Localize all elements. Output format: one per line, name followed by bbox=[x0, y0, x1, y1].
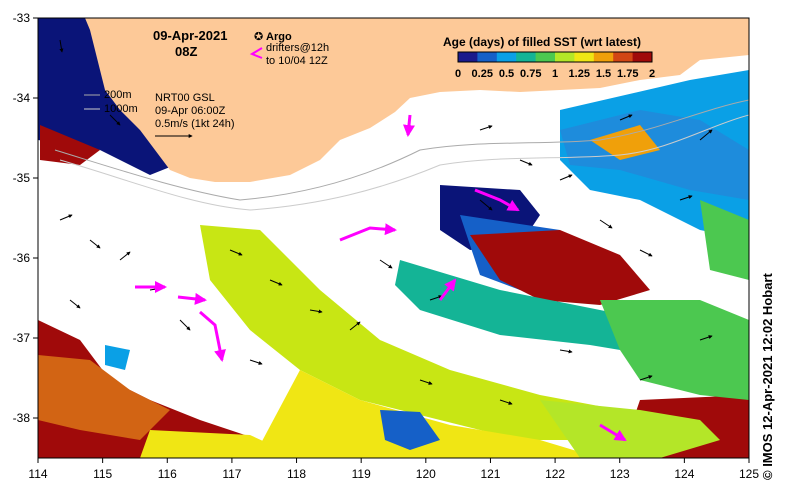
map-frame bbox=[37, 17, 750, 459]
drifter-tracks bbox=[135, 114, 627, 442]
depth-200-label: 200m bbox=[104, 89, 132, 101]
red-patch-center bbox=[470, 230, 650, 305]
green-band bbox=[600, 300, 749, 400]
vector-scale-label: 0.5m/s (1kt 24h) bbox=[155, 118, 234, 130]
map-area bbox=[38, 18, 749, 458]
scale-swatch bbox=[516, 52, 537, 62]
x-tick-label: 119 bbox=[352, 467, 371, 481]
x-tick-label: 123 bbox=[610, 467, 630, 481]
x-tick-label: 124 bbox=[674, 467, 694, 481]
scale-swatch bbox=[535, 52, 556, 62]
map-time: 08Z bbox=[175, 44, 197, 59]
y-axis-ticks: -33 -34 -35 -36 -37 -38 bbox=[13, 11, 38, 425]
scale-title: Age (days) of filled SST (wrt latest) bbox=[443, 35, 641, 49]
scale-tick-label: 1 bbox=[552, 68, 558, 80]
argo-label: Argo bbox=[266, 31, 292, 43]
x-tick-label: 116 bbox=[158, 467, 177, 481]
scale-swatch bbox=[458, 52, 478, 62]
drifters-line-1: drifters@12h bbox=[266, 42, 329, 54]
y-tick-label: -33 bbox=[13, 11, 31, 25]
depth-1000-label: 1000m bbox=[104, 103, 138, 115]
y-tick-label: -37 bbox=[13, 331, 31, 345]
x-tick-label: 117 bbox=[222, 467, 241, 481]
lime-band-e bbox=[540, 400, 720, 458]
contour-1000 bbox=[59, 114, 749, 211]
contour-200 bbox=[54, 99, 749, 201]
scale-tick-label: 1.75 bbox=[617, 68, 638, 80]
scale-swatch bbox=[593, 52, 614, 62]
scale-tick-label: 0.75 bbox=[520, 68, 541, 80]
scale-swatch bbox=[574, 52, 595, 62]
x-tick-label: 114 bbox=[28, 467, 47, 481]
drifter-legend-icon bbox=[249, 47, 263, 59]
x-tick-label: 118 bbox=[287, 467, 306, 481]
drifters-line-2: to 10/04 12Z bbox=[266, 55, 328, 67]
scale-tick-label: 1.5 bbox=[596, 68, 611, 80]
scale-swatch bbox=[477, 52, 498, 62]
x-tick-label: 120 bbox=[416, 467, 436, 481]
blue-water-east-2 bbox=[560, 110, 749, 200]
scale-tick-label: 0.25 bbox=[472, 68, 493, 80]
lime-band bbox=[200, 225, 620, 440]
yellow-band bbox=[260, 370, 600, 458]
blue-patch-sw bbox=[105, 345, 130, 370]
color-scale-ticks: 0 0.25 0.5 0.75 1 1.25 1.5 1.75 2 bbox=[455, 68, 655, 80]
scale-swatch bbox=[632, 52, 653, 62]
scale-swatch bbox=[496, 52, 517, 62]
product-time-label: 09-Apr 06:00Z bbox=[155, 105, 226, 117]
y-tick-label: -38 bbox=[13, 411, 31, 425]
yellow-patch-sw bbox=[140, 430, 300, 458]
orange-patch-sw bbox=[38, 355, 170, 440]
red-patch-north bbox=[40, 125, 100, 165]
scale-tick-label: 0.5 bbox=[499, 68, 514, 80]
credit-text: © IMOS 12-Apr-2021 12:02 Hobart bbox=[760, 273, 775, 480]
x-tick-label: 121 bbox=[480, 467, 500, 481]
x-tick-label: 122 bbox=[545, 467, 565, 481]
x-tick-label: 115 bbox=[93, 467, 112, 481]
scale-tick-label: 1.25 bbox=[569, 68, 590, 80]
x-axis-ticks: 114 115 116 117 118 119 120 121 122 123 124 125 bbox=[28, 458, 759, 481]
y-tick-label: -36 bbox=[13, 251, 31, 265]
map-date: 09-Apr-2021 bbox=[153, 28, 227, 43]
scale-tick-label: 2 bbox=[649, 68, 655, 80]
product-label: NRT00 GSL bbox=[155, 92, 215, 104]
scale-frame bbox=[457, 51, 653, 63]
blue-patch-south bbox=[380, 410, 440, 450]
scale-swatch bbox=[555, 52, 575, 62]
scale-tick-label: 0 bbox=[455, 68, 461, 80]
y-tick-label: -35 bbox=[13, 171, 31, 185]
x-tick-label: 125 bbox=[739, 467, 759, 481]
green-patch-e bbox=[700, 200, 749, 280]
argo-marker-icon: ✪ bbox=[254, 31, 263, 43]
scale-swatch bbox=[613, 52, 634, 62]
deep-water-west bbox=[38, 18, 175, 175]
y-tick-label: -34 bbox=[13, 91, 31, 105]
color-scale-bar bbox=[457, 51, 653, 63]
